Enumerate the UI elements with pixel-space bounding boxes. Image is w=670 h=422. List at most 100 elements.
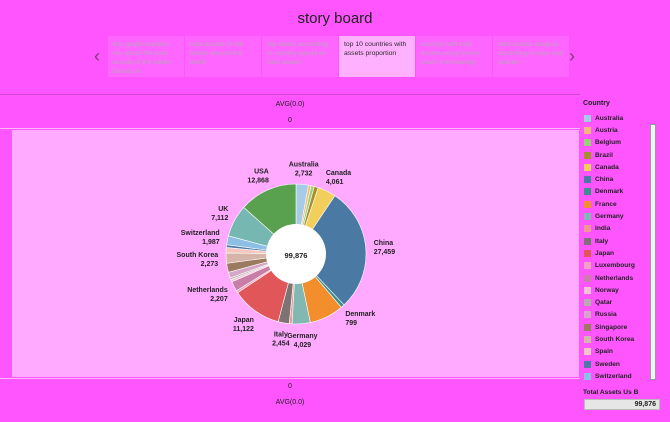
legend-swatch [584, 200, 591, 208]
legend-label: Sweden [595, 360, 620, 368]
legend-label: Austria [595, 126, 618, 134]
slice-label-value: 7,112 [211, 215, 228, 222]
legend-label: Norway [595, 286, 619, 294]
legend-item[interactable]: Denmark [584, 186, 666, 198]
story-tab-3[interactable]: top banks according to country based on … [262, 36, 338, 77]
legend-item[interactable]: Singapore [584, 321, 666, 333]
slice-label-value: 11,122 [233, 326, 254, 333]
slice-label-name: South Korea [177, 252, 219, 259]
slice-label-name: USA [254, 169, 269, 176]
legend-item[interactable]: France [584, 198, 666, 210]
slice-label-name: Germany [287, 333, 317, 340]
legend-scrollbar[interactable] [650, 124, 656, 380]
donut-labels: Australia 2,732 Canada 4,061 China 27,459 Denm… [177, 161, 396, 348]
legend-swatch [584, 114, 591, 122]
legend-title: Country [583, 100, 610, 107]
story-tabs: this graph explains me about the total a… [108, 36, 570, 77]
legend-item[interactable]: Brazil [584, 149, 666, 161]
legend-item[interactable]: Norway [584, 284, 666, 296]
legend-item[interactable]: Qatar [584, 296, 666, 308]
legend-label: Switzerland [595, 372, 632, 380]
donut-center-total: 99,876 [285, 251, 308, 260]
legend-item[interactable]: Austria [584, 124, 666, 136]
legend-label: Brazil [595, 151, 613, 159]
legend-item[interactable]: Switzerland [584, 370, 666, 382]
legend-label: Germany [595, 213, 624, 221]
legend-item[interactable]: Sweden [584, 358, 666, 370]
next-story-arrow-icon[interactable]: › [569, 46, 575, 66]
slice-label-value: 2,732 [295, 170, 313, 177]
slice-label-name: Japan [234, 317, 254, 324]
story-tab-6[interactable]: total assets analysis according to year … [493, 36, 569, 77]
legend-swatch [584, 126, 591, 134]
legend-item[interactable]: Spain [584, 346, 666, 358]
story-tab-4-active[interactable]: top 10 countries with assets proportion [339, 36, 415, 77]
legend-swatch [584, 151, 591, 159]
legend-item[interactable]: Luxembourg [584, 260, 666, 272]
slice-label-name: Denmark [345, 311, 375, 318]
legend-item[interactable]: Japan [584, 247, 666, 259]
legend-item[interactable]: Australia [584, 112, 666, 124]
legend-item[interactable]: Germany [584, 210, 666, 222]
legend-label: France [595, 200, 617, 208]
story-tab-2[interactable]: total assets of the banks around the wor… [185, 36, 261, 77]
legend-item[interactable]: Italy [584, 235, 666, 247]
legend-item[interactable]: Netherlands [584, 272, 666, 284]
legend-swatch [584, 249, 591, 257]
legend-label: India [595, 225, 611, 233]
legend-label: South Korea [595, 335, 635, 343]
legend-swatch [584, 139, 591, 147]
total-assets-value: 99,876 [584, 399, 660, 410]
legend-item[interactable]: South Korea [584, 333, 666, 345]
slice-label-value: 4,029 [294, 342, 312, 349]
legend-item[interactable]: Canada [584, 161, 666, 173]
legend-label: Netherlands [595, 274, 634, 282]
legend-items: Australia Austria Belgium Brazil Canada China… [580, 112, 666, 383]
slice-label-name: Australia [289, 161, 319, 168]
legend-swatch [584, 335, 591, 343]
legend-swatch [584, 348, 591, 356]
legend-swatch [584, 188, 591, 196]
slice-label-value: 27,459 [374, 249, 396, 256]
prev-story-arrow-icon[interactable]: ‹ [94, 46, 100, 66]
legend-item[interactable]: Belgium [584, 137, 666, 149]
legend-swatch [584, 286, 591, 294]
slice-label-name: Switzerland [181, 230, 220, 237]
donut-slice-china[interactable] [295, 195, 367, 306]
total-assets-title: Total Assets Us B [583, 389, 639, 396]
legend-label: Spain [595, 348, 613, 356]
legend-swatch [584, 372, 591, 380]
legend-label: Qatar [595, 299, 613, 307]
slice-label-name: Canada [326, 170, 351, 177]
reference-line-top-label: AVG(0.0) [275, 101, 305, 108]
slice-label-value: 12,868 [247, 178, 269, 185]
legend-label: Luxembourg [595, 262, 635, 270]
story-tab-1[interactable]: this graph explains me about the total a… [108, 36, 184, 77]
legend-swatch [584, 225, 591, 233]
legend-label: China [595, 176, 614, 184]
legend-swatch [584, 163, 591, 171]
legend-label: Australia [595, 114, 624, 122]
legend-swatch [584, 323, 591, 331]
legend-label: Denmark [595, 188, 624, 196]
donut-chart: 99,876 Australia 2,732 Canada 4,061 China 27,… [177, 161, 396, 348]
page-title: story board [297, 10, 373, 27]
legend-swatch [584, 237, 591, 245]
reference-line-bottom-value: 0 [288, 383, 292, 390]
reference-line-bottom-label: AVG(0.0) [275, 399, 305, 406]
slice-label-name: UK [218, 206, 228, 213]
slice-label-value: 2,207 [210, 296, 228, 303]
legend-item[interactable]: Russia [584, 309, 666, 321]
slice-label-name: Netherlands [187, 287, 228, 294]
legend-item[interactable]: China [584, 173, 666, 185]
story-tab-5[interactable]: country with total assets using funnel c… [416, 36, 492, 77]
legend-swatch [584, 262, 591, 270]
reference-line-top-value: 0 [288, 117, 292, 124]
slice-label-value: 4,061 [326, 179, 344, 186]
legend-swatch [584, 299, 591, 307]
legend-label: Canada [595, 163, 619, 171]
reference-band-bottom-line [0, 378, 580, 379]
slice-label-name: Italy [274, 332, 288, 339]
legend-label: Singapore [595, 323, 628, 331]
legend-item[interactable]: India [584, 223, 666, 235]
